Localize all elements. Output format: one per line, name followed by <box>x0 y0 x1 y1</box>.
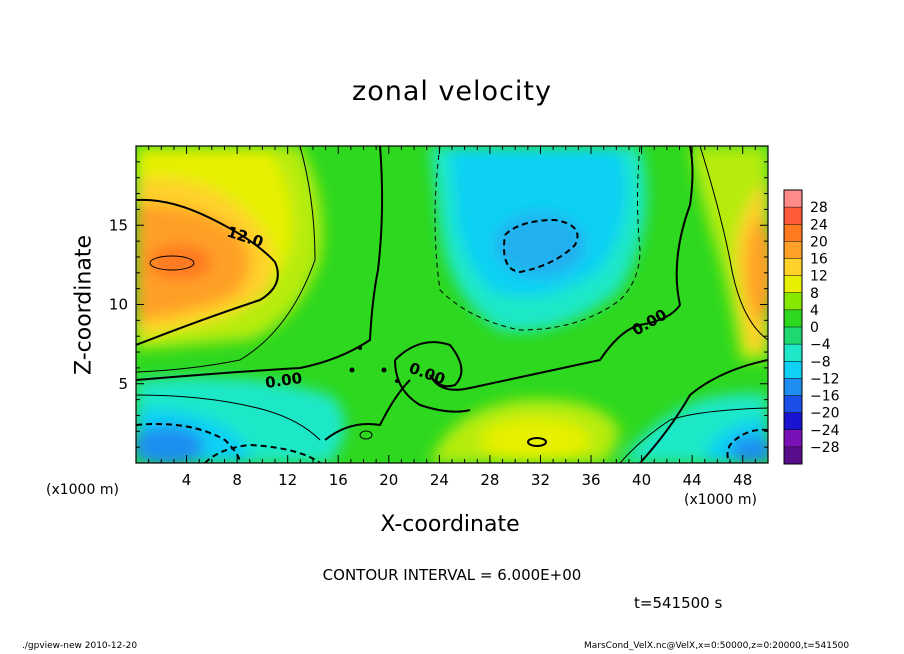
colorbar-label: 24 <box>810 217 828 233</box>
colorbar-swatch <box>784 429 802 447</box>
y-tick-label: 5 <box>118 375 128 393</box>
y-tick-label: 15 <box>109 216 128 234</box>
colorbar-label: 28 <box>810 200 828 216</box>
footer-file-info: MarsCond_VelX.nc@VelX,x=0:50000,z=0:2000… <box>584 641 850 651</box>
colorbar-label: −12 <box>810 371 840 387</box>
colorbar-swatch <box>784 292 802 310</box>
x-tick-label: 4 <box>182 471 192 489</box>
colorbar-label: 8 <box>810 286 819 302</box>
colorbar-swatch <box>784 309 802 327</box>
x-tick-label: 12 <box>278 471 297 489</box>
colorbar-swatch <box>784 275 802 293</box>
x-tick-label: 28 <box>480 471 499 489</box>
colorbar-swatch <box>784 446 802 464</box>
colorbar-swatch <box>784 412 802 430</box>
contour-interval-text: CONTOUR INTERVAL = 6.000E+00 <box>322 566 582 584</box>
colorbar-label: 0 <box>810 320 819 336</box>
colorbar-swatch <box>784 395 802 413</box>
colorbar-swatch <box>784 190 802 208</box>
x-unit-label-left: (x1000 m) <box>46 482 119 498</box>
colorbar-label: 12 <box>810 269 828 285</box>
x-tick-label: 20 <box>379 471 398 489</box>
colorbar-swatch <box>784 361 802 379</box>
y-tick-label: 10 <box>109 296 128 314</box>
contour-label: 0.00 <box>264 369 303 392</box>
velocity-field <box>136 146 768 463</box>
colorbar-swatch <box>784 344 802 362</box>
colorbar-label: 16 <box>810 252 828 268</box>
x-tick-label: 40 <box>632 471 651 489</box>
colorbar-label: 20 <box>810 234 828 250</box>
footer-program-date: ./gpview-new 2010-12-20 <box>22 641 138 651</box>
colorbar-label: −20 <box>810 406 840 422</box>
x-tick-label: 44 <box>683 471 702 489</box>
colorbar-label: −8 <box>810 354 831 370</box>
x-axis-label: X-coordinate <box>380 512 520 537</box>
colorbar-label: 4 <box>810 303 819 319</box>
colorbar-label: −4 <box>810 337 831 353</box>
colorbar-swatch <box>784 224 802 242</box>
time-stamp: t=541500 s <box>634 594 723 612</box>
colorbar-swatch <box>784 241 802 259</box>
x-tick-label: 24 <box>430 471 449 489</box>
x-tick-label: 8 <box>232 471 242 489</box>
x-unit-label-right: (x1000 m) <box>684 492 757 508</box>
colorbar-swatch <box>784 258 802 276</box>
colorbar-label: −28 <box>810 440 840 456</box>
x-tick-label: 48 <box>733 471 752 489</box>
colorbar-label: −24 <box>810 423 840 439</box>
y-axis-label: Z-coordinate <box>71 235 97 375</box>
colorbar-swatch <box>784 378 802 396</box>
colorbar-swatch <box>784 207 802 225</box>
colorbar-swatch <box>784 327 802 345</box>
x-tick-label: 16 <box>329 471 348 489</box>
colorbar-label: −16 <box>810 389 840 405</box>
x-tick-label: 36 <box>581 471 600 489</box>
x-tick-label: 32 <box>531 471 550 489</box>
chart-title: zonal velocity <box>352 76 552 107</box>
